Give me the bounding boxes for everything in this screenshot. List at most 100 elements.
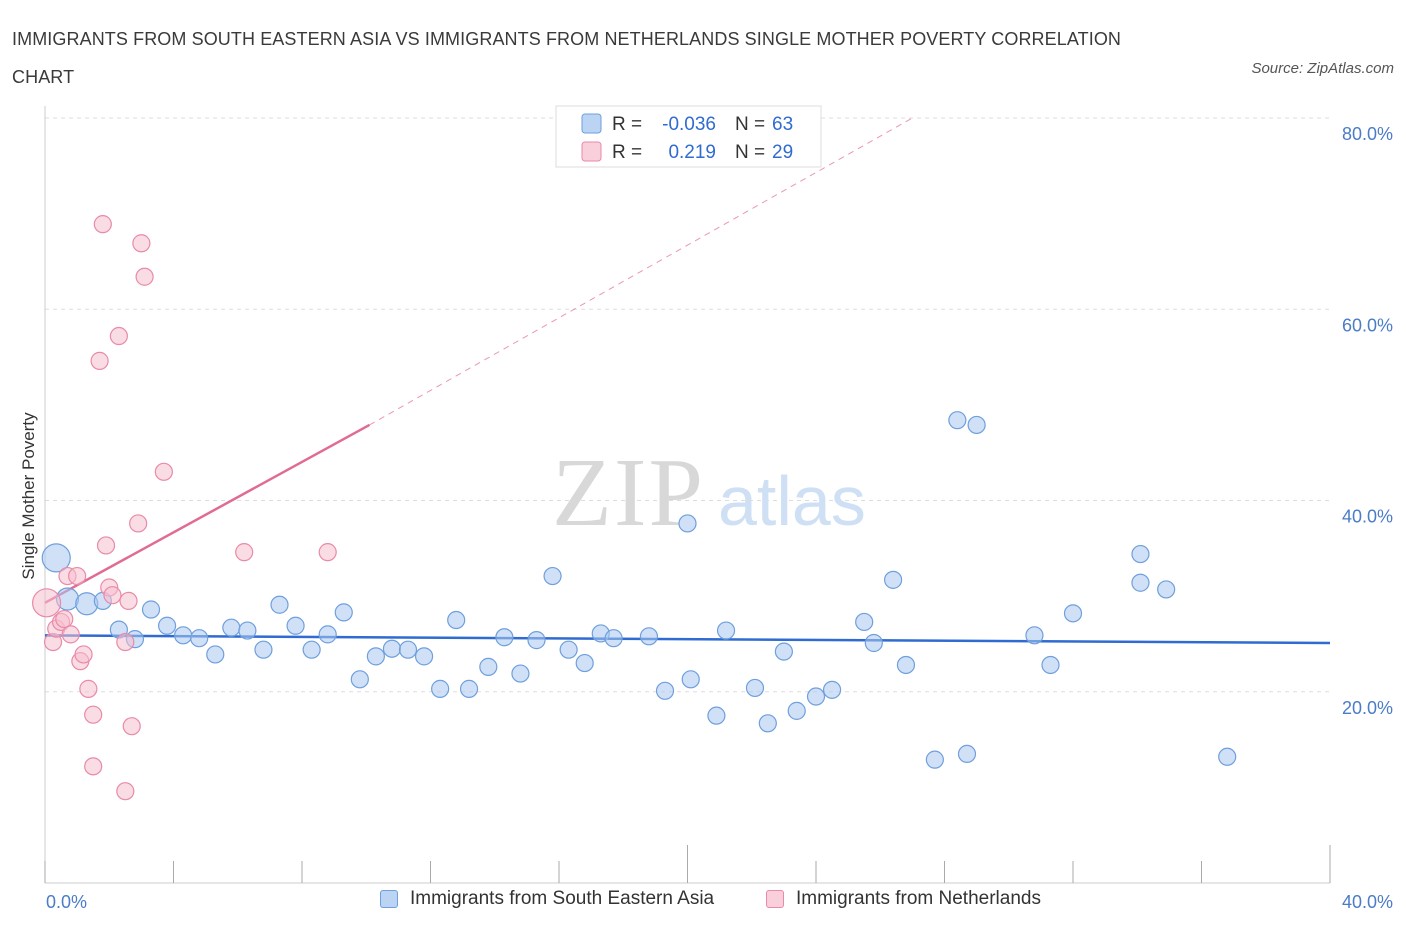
point-netherlands [84, 757, 103, 776]
watermark: ZIP atlas [552, 439, 866, 547]
data-points [32, 215, 1237, 801]
legend-item-netherlands[interactable]: Immigrants from Netherlands [766, 888, 1041, 910]
watermark-atlas: atlas [718, 462, 866, 540]
trend-lines [44, 117, 1331, 645]
point-sea [957, 744, 977, 764]
x-tick-label: 40.0% [1342, 892, 1393, 912]
x-tick-labels: 0.0% 40.0% [46, 892, 1393, 912]
legend-n-label-pink: N = [735, 142, 765, 163]
point-netherlands [119, 591, 138, 611]
point-sea [639, 627, 659, 646]
point-netherlands [90, 351, 109, 370]
y-tick-labels: 20.0% 40.0% 60.0% 80.0% [1342, 124, 1393, 718]
point-sea [655, 681, 675, 700]
point-sea [575, 653, 594, 673]
point-netherlands [68, 566, 87, 586]
point-sea [318, 625, 337, 644]
point-sea [681, 670, 700, 689]
point-netherlands [129, 514, 148, 533]
point-sea [254, 640, 273, 659]
point-sea [414, 647, 434, 666]
point-sea [543, 566, 562, 586]
y-tick-label: 20.0% [1342, 698, 1393, 718]
gridlines [45, 117, 1330, 693]
point-netherlands [235, 543, 254, 562]
point-sea [431, 679, 450, 698]
point-netherlands [32, 588, 62, 618]
legend-swatch-sea [380, 890, 398, 908]
point-sea [366, 647, 385, 666]
point-sea [41, 543, 71, 573]
point-sea [1131, 573, 1150, 592]
legend-label-netherlands: Immigrants from Netherlands [796, 888, 1041, 909]
legend-n-label-blue: N = [735, 114, 765, 135]
point-sea [141, 600, 161, 619]
point-sea [967, 415, 986, 435]
point-sea [302, 640, 321, 659]
point-sea [925, 750, 944, 769]
point-netherlands [55, 609, 74, 629]
point-sea [822, 680, 842, 699]
point-netherlands [93, 215, 112, 234]
point-sea [559, 640, 578, 659]
point-sea [1157, 580, 1176, 599]
point-sea [1063, 604, 1083, 623]
point-netherlands [84, 705, 103, 724]
point-sea [806, 687, 826, 706]
point-sea [382, 639, 402, 658]
point-netherlands [109, 326, 128, 346]
point-sea [1218, 747, 1237, 766]
stats-legend: R = -0.036 N = 63 R = 0.219 N = 29 [555, 105, 822, 168]
point-sea [883, 570, 903, 589]
trend-line-netherlands [44, 423, 371, 604]
point-sea [206, 645, 225, 664]
point-netherlands [116, 632, 135, 652]
point-sea [334, 603, 353, 622]
point-sea [948, 411, 967, 430]
point-sea [479, 657, 498, 676]
point-netherlands [116, 782, 135, 801]
point-netherlands [103, 586, 122, 605]
point-sea [758, 714, 777, 733]
legend-label-sea: Immigrants from South Eastern Asia [410, 888, 715, 909]
legend-item-sea[interactable]: Immigrants from South Eastern Asia [380, 888, 714, 910]
point-sea [222, 618, 241, 637]
chart-title: IMMIGRANTS FROM SOUTH EASTERN ASIA VS IM… [12, 29, 1122, 87]
point-netherlands [132, 234, 151, 253]
point-sea [157, 616, 177, 635]
y-tick-label: 40.0% [1342, 507, 1393, 527]
point-sea [745, 678, 765, 698]
point-sea [716, 621, 736, 640]
point-sea [190, 629, 209, 648]
point-sea [1041, 655, 1060, 675]
point-sea [864, 633, 883, 653]
legend-swatch-blue [581, 113, 602, 134]
point-sea [447, 610, 466, 630]
y-axis-title: Single Mother Poverty [19, 412, 38, 580]
point-sea [350, 670, 369, 689]
legend-r-value-pink: 0.219 [668, 142, 716, 163]
watermark-zip: ZIP [552, 439, 705, 547]
legend-n-value-blue: 63 [772, 114, 793, 135]
point-sea [286, 616, 305, 635]
legend-r-value-blue: -0.036 [662, 114, 716, 135]
point-sea [774, 642, 793, 661]
point-netherlands [79, 679, 98, 698]
point-sea [459, 679, 479, 698]
trend-line-netherlands-extrapolated [369, 117, 913, 426]
series-legend: Immigrants from South Eastern Asia Immig… [0, 888, 1406, 918]
point-sea [238, 621, 257, 640]
point-sea [896, 655, 916, 675]
chart-source: Source: ZipAtlas.com [1251, 60, 1394, 77]
legend-r-label-pink: R = [612, 142, 642, 163]
point-netherlands [61, 625, 80, 644]
point-sea [511, 664, 530, 683]
y-tick-label: 80.0% [1342, 124, 1393, 144]
point-sea [495, 628, 514, 647]
point-sea [1131, 544, 1150, 564]
point-sea [678, 514, 697, 533]
point-sea [174, 626, 193, 645]
legend-swatch-netherlands [766, 890, 784, 908]
legend-r-label-blue: R = [612, 114, 642, 135]
